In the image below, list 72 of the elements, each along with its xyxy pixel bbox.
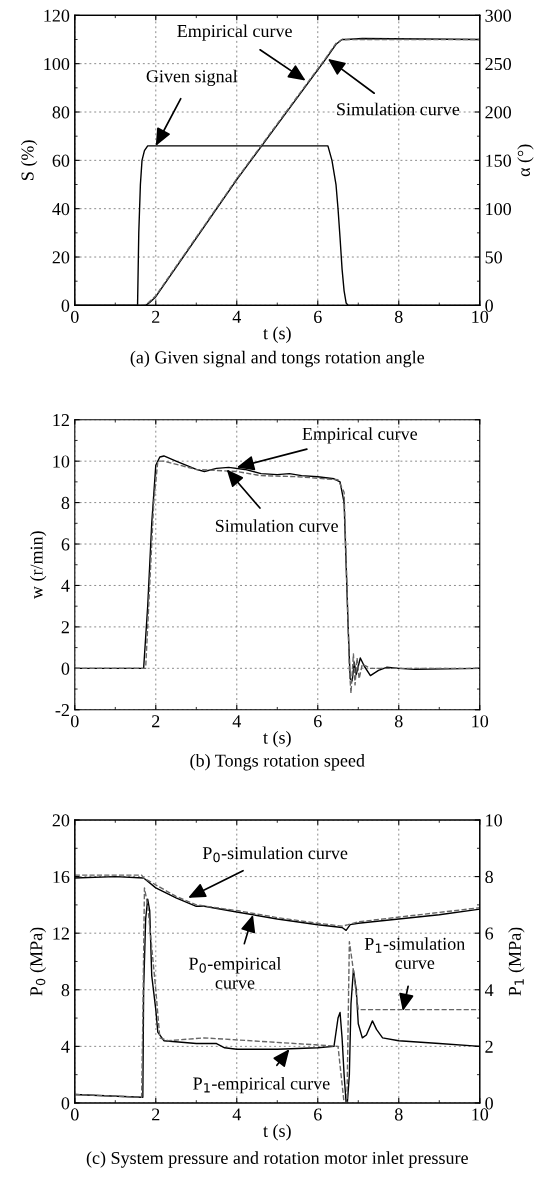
y-tick-label: 6 (61, 538, 70, 551)
y-tick-label: -2 (55, 704, 69, 717)
x-tick-label: 2 (152, 1108, 160, 1121)
y2-tick-label: 6 (485, 927, 494, 940)
y-tick-label: 120 (44, 9, 70, 22)
annotation: P$_{0}$-simulation curve (202, 846, 348, 863)
y-tick-label: 12 (53, 414, 69, 426)
y-tick-label: 4 (61, 579, 70, 592)
y2-tick-label: 0 (485, 1097, 493, 1110)
annotation: Simulation curve (337, 102, 460, 116)
y-tick-label: 20 (52, 814, 70, 827)
y-axis-title: w (r/min) (29, 531, 47, 600)
x-tick-label: 0 (70, 715, 79, 728)
y2-tick-label: 200 (485, 106, 512, 119)
y2-tick-label: 250 (485, 57, 512, 71)
x-tick-label: 6 (314, 715, 322, 728)
y-tick-label: 80 (52, 106, 70, 119)
annotation: Given signal (146, 69, 238, 87)
x-tick-label: 10 (472, 310, 489, 323)
y-tick-label: 12 (53, 927, 69, 940)
y2-tick-label: 4 (484, 984, 494, 997)
y-tick-label: 60 (52, 154, 70, 167)
y2-tick-label: 8 (485, 870, 493, 884)
y-tick-label: 20 (52, 251, 70, 264)
y-tick-label: 8 (61, 984, 70, 997)
y2-tick-label: 150 (486, 154, 512, 167)
x-tick-label: 0 (70, 1108, 79, 1121)
y2-tick-label: 100 (486, 202, 512, 216)
x-tick-label: 6 (314, 1108, 322, 1121)
y-tick-label: 16 (53, 870, 70, 884)
y-axis-title: S (%) (20, 140, 38, 180)
y-tick-label: 10 (53, 455, 70, 468)
text: (c) System pressure and rotation motor inlet pressure (86, 1151, 468, 1168)
x-tick-label: 8 (394, 715, 403, 728)
y2-tick-label: 300 (485, 9, 512, 22)
x-axis-title: t (s) (263, 1124, 291, 1141)
text: (a) Given signal and tongs rotation angle (130, 350, 425, 368)
y-tick-label: 2 (61, 621, 69, 634)
y-tick-label: 4 (61, 1040, 70, 1053)
y-tick-label: 8 (61, 496, 70, 510)
annotation: Empirical curve (177, 24, 292, 41)
x-tick-label: 2 (152, 310, 160, 323)
y2-tick-label: 2 (485, 1040, 493, 1053)
y2-tick-label: 50 (485, 251, 502, 264)
x-tick-label: 4 (232, 1108, 242, 1121)
x-tick-label: 10 (472, 1108, 489, 1121)
y-axis-title: P$_{0}$ (MPa) (29, 927, 47, 996)
x-tick-label: 0 (70, 310, 79, 323)
text: (b) Tongs rotation speed (190, 754, 365, 771)
annotation: Simulation curve (215, 519, 338, 532)
y2-tick-label: 10 (486, 814, 502, 827)
y2-tick-label: 0 (485, 299, 493, 312)
x-tick-label: 4 (232, 715, 242, 728)
y-tick-label: 40 (52, 202, 70, 216)
x-tick-label: 8 (394, 310, 403, 323)
y-tick-label: 0 (61, 1097, 70, 1110)
y-tick-label: 100 (44, 57, 70, 71)
y2-axis-title: α (°) (517, 144, 534, 177)
x-axis-title: t (s) (263, 730, 291, 748)
x-tick-label: 6 (314, 310, 322, 323)
x-tick-label: 4 (232, 310, 242, 323)
annotation: P$_{1}$-empirical curve (193, 1076, 330, 1094)
annotation: Empirical curve (302, 427, 418, 444)
x-tick-label: 8 (394, 1108, 403, 1121)
y2-axis-title: P$_{1}$ (MPa) (508, 927, 525, 996)
y-tick-label: 0 (61, 662, 70, 675)
annotation: P$_{1}$-simulation curve (364, 937, 465, 969)
annotation: P$_{0}$-empirical curve (189, 957, 282, 989)
x-tick-label: 2 (152, 715, 160, 728)
x-axis-title: t (s) (263, 326, 291, 343)
x-tick-label: 10 (472, 715, 489, 728)
y-tick-label: 0 (61, 299, 70, 312)
